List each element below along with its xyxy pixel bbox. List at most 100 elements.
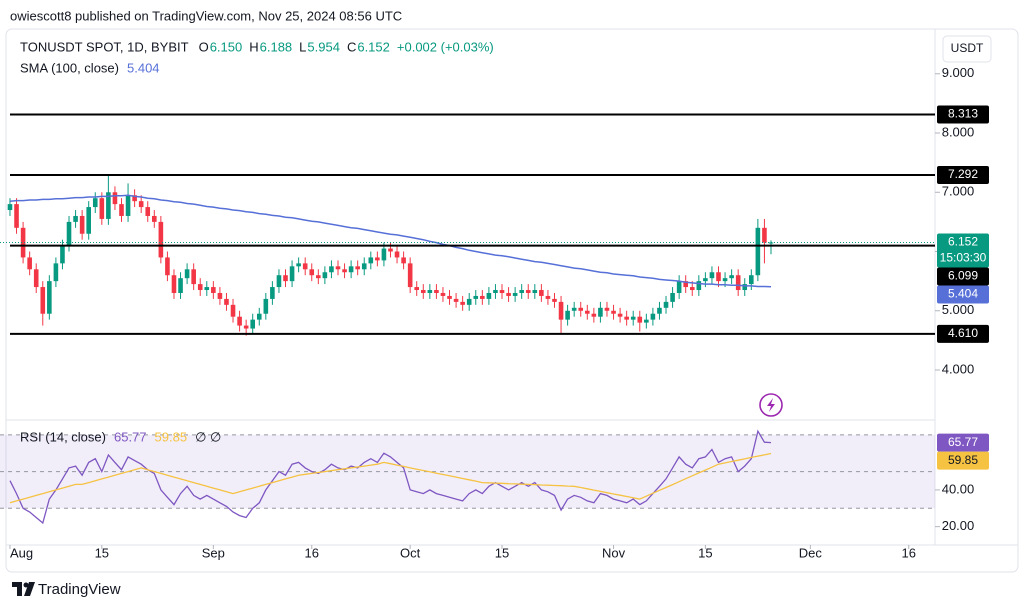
- y-tick-label: 5.000: [942, 302, 975, 317]
- x-tick-label: Aug: [10, 545, 33, 560]
- candle-body: [237, 316, 242, 326]
- rsi-extra: ∅ ∅: [195, 429, 221, 444]
- candle-body: [309, 269, 315, 276]
- level-label-box: [937, 267, 989, 286]
- level-label: 7.292: [948, 167, 978, 181]
- sma-value: 5.404: [127, 60, 160, 75]
- candle-body: [322, 272, 328, 279]
- candle-body: [486, 292, 492, 299]
- candle-body: [60, 245, 65, 264]
- candle-body: [539, 290, 544, 296]
- candle-body: [342, 269, 347, 273]
- candle-body: [755, 227, 761, 276]
- candle-body: [499, 290, 505, 293]
- candle-body: [178, 278, 183, 293]
- candle-body: [211, 287, 216, 293]
- y-tick-label: 8.000: [942, 124, 975, 139]
- candle-body: [407, 263, 413, 288]
- candle-body: [742, 284, 748, 291]
- candle-body: [112, 192, 118, 205]
- currency[interactable]: USDT: [951, 41, 984, 55]
- rsi-label-box: [937, 451, 989, 470]
- candle-body: [663, 301, 669, 308]
- ohlc-value: 5.954: [307, 39, 340, 54]
- y-tick-label: 40.00: [942, 481, 975, 496]
- y-tick-label: 9.000: [942, 65, 975, 80]
- candle-body: [584, 310, 590, 314]
- candle-body: [591, 313, 597, 317]
- candle-body: [329, 266, 334, 273]
- x-tick-label: 15: [95, 545, 109, 560]
- candle-body: [92, 198, 98, 208]
- candle-body: [716, 272, 721, 282]
- sma-legend: SMA (100, close): [20, 60, 119, 75]
- candle-body: [171, 275, 177, 293]
- candle-body: [348, 266, 354, 273]
- candle-body: [355, 266, 360, 270]
- last-price-label-box: [937, 233, 989, 268]
- x-tick-label: Oct: [400, 545, 421, 560]
- candle-body: [40, 287, 46, 314]
- rsi-label: 65.77: [948, 435, 978, 449]
- logo-mark: [24, 582, 35, 596]
- sma-line: [9, 194, 772, 288]
- rsi-value: 65.77: [114, 429, 147, 444]
- rsi-value: 59.85: [155, 429, 188, 444]
- candle-body: [388, 248, 393, 252]
- candle-body: [316, 275, 321, 279]
- candle-body: [250, 319, 256, 329]
- candle-body: [420, 290, 426, 293]
- rsi-line: [9, 429, 772, 525]
- candle-body: [256, 313, 262, 320]
- candle-body: [598, 307, 603, 317]
- candle-body: [158, 221, 164, 258]
- event-icon-bolt[interactable]: [767, 398, 775, 412]
- candle-body: [165, 257, 170, 276]
- y-tick-label: 7.000: [942, 184, 975, 199]
- candle-body: [552, 298, 557, 302]
- candle-body: [506, 292, 511, 296]
- ohlc-value: 6.152: [357, 39, 390, 54]
- event-icon[interactable]: [759, 393, 783, 417]
- candle-body: [749, 275, 754, 285]
- candle-body: [276, 275, 282, 288]
- level-label-box: [937, 324, 989, 343]
- candle-body: [152, 215, 157, 222]
- candle-body: [224, 298, 229, 305]
- sma-label-box: [937, 285, 989, 304]
- candle-body: [79, 215, 85, 234]
- candle-body: [683, 281, 689, 288]
- candle-body: [20, 227, 26, 258]
- currency-box[interactable]: [942, 35, 992, 63]
- candle-body: [519, 290, 524, 293]
- candle-body: [611, 310, 616, 314]
- x-tick-label: Dec: [799, 545, 823, 560]
- candle-body: [709, 272, 715, 279]
- candle-body: [361, 263, 367, 270]
- candle-body: [512, 292, 518, 296]
- candle-body: [263, 298, 269, 314]
- candle-body: [302, 263, 308, 270]
- candle-body: [368, 257, 374, 264]
- candle-body: [66, 221, 72, 246]
- candle-body: [644, 319, 649, 323]
- rsi-label: 59.85: [948, 453, 978, 467]
- candle-body: [657, 307, 662, 314]
- y-tick-label: 20.00: [942, 518, 975, 533]
- candle-body: [624, 316, 629, 320]
- candle-body: [440, 292, 446, 296]
- candle-body: [99, 198, 105, 219]
- candle-body: [447, 295, 452, 299]
- candle-body: [243, 325, 249, 329]
- candle-body: [493, 290, 498, 293]
- candle-body: [453, 298, 459, 302]
- level-label: 8.313: [948, 107, 978, 121]
- candle-body: [558, 301, 564, 320]
- level-label-box: [937, 105, 989, 124]
- candle-body: [73, 215, 78, 222]
- candle-body: [33, 269, 39, 288]
- candle-body: [138, 201, 144, 208]
- ohlc-key: L: [299, 39, 306, 54]
